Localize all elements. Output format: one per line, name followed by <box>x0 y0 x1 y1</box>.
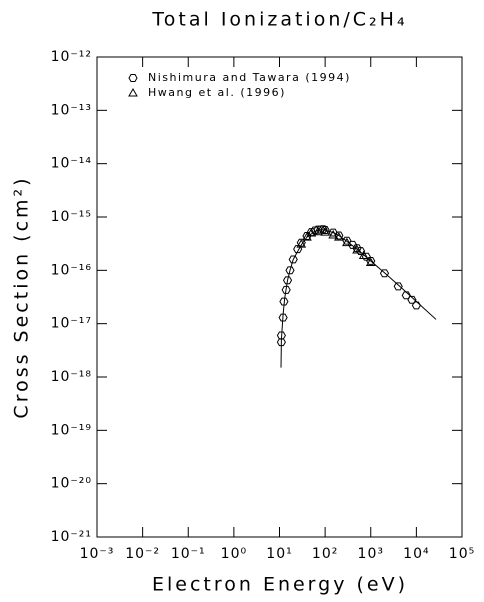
x-tick-label: 10³ <box>358 546 384 562</box>
y-tick-label: 10⁻²⁰ <box>51 476 92 492</box>
x-tick-label: 10⁵ <box>449 546 475 562</box>
data-point <box>366 256 376 265</box>
data-point <box>328 229 339 239</box>
y-tick-label: 10⁻¹³ <box>51 102 92 118</box>
x-tick-label: 10⁻² <box>125 546 160 562</box>
data-point <box>393 282 403 291</box>
legend-marker <box>128 87 138 97</box>
y-tick-label: 10⁻¹² <box>51 49 92 65</box>
y-tick-label: 10⁻¹⁶ <box>51 262 92 278</box>
legend-label: Nishimura and Tawara (1994) <box>148 71 351 84</box>
y-tick-label: 10⁻¹⁴ <box>51 156 92 172</box>
x-tick-label: 10⁰ <box>221 546 247 562</box>
data-point <box>379 269 390 278</box>
data-point <box>296 239 307 248</box>
data-point <box>361 252 371 261</box>
data-point <box>334 231 344 240</box>
y-tick-label: 10⁻²¹ <box>51 529 92 545</box>
data-point <box>358 250 369 259</box>
data-point <box>281 285 291 294</box>
x-axis-label: Electron Energy (eV) <box>152 574 408 596</box>
y-tick-label: 10⁻¹⁷ <box>51 316 92 332</box>
y-tick-label: 10⁻¹⁹ <box>51 422 92 438</box>
data-point <box>352 244 362 253</box>
data-point <box>348 240 358 249</box>
y-axis-label: Cross Section (cm²) <box>11 175 33 418</box>
fit-line <box>280 229 437 368</box>
data-point <box>285 266 295 275</box>
data-point <box>276 331 286 340</box>
x-tick-label: 10² <box>312 546 338 562</box>
x-tick-label: 10¹ <box>266 546 292 562</box>
chart-title: Total Ionization/C₂H₄ <box>151 9 407 31</box>
legend-marker <box>128 74 138 82</box>
data-point <box>411 301 421 310</box>
x-tick-label: 10⁴ <box>403 546 429 562</box>
x-tick-label: 10⁻¹ <box>171 546 206 562</box>
data-point <box>279 297 289 306</box>
data-point <box>352 245 362 254</box>
data-point <box>302 232 312 241</box>
data-point <box>282 276 293 285</box>
x-tick-label: 10⁻³ <box>80 546 115 562</box>
data-point <box>320 227 330 236</box>
data-point <box>342 237 352 247</box>
data-point <box>278 313 288 322</box>
plot-frame <box>96 56 463 538</box>
legend-label: Hwang et al. (1996) <box>148 86 286 99</box>
y-tick-label: 10⁻¹⁸ <box>51 369 92 385</box>
y-tick-label: 10⁻¹⁵ <box>51 209 92 225</box>
